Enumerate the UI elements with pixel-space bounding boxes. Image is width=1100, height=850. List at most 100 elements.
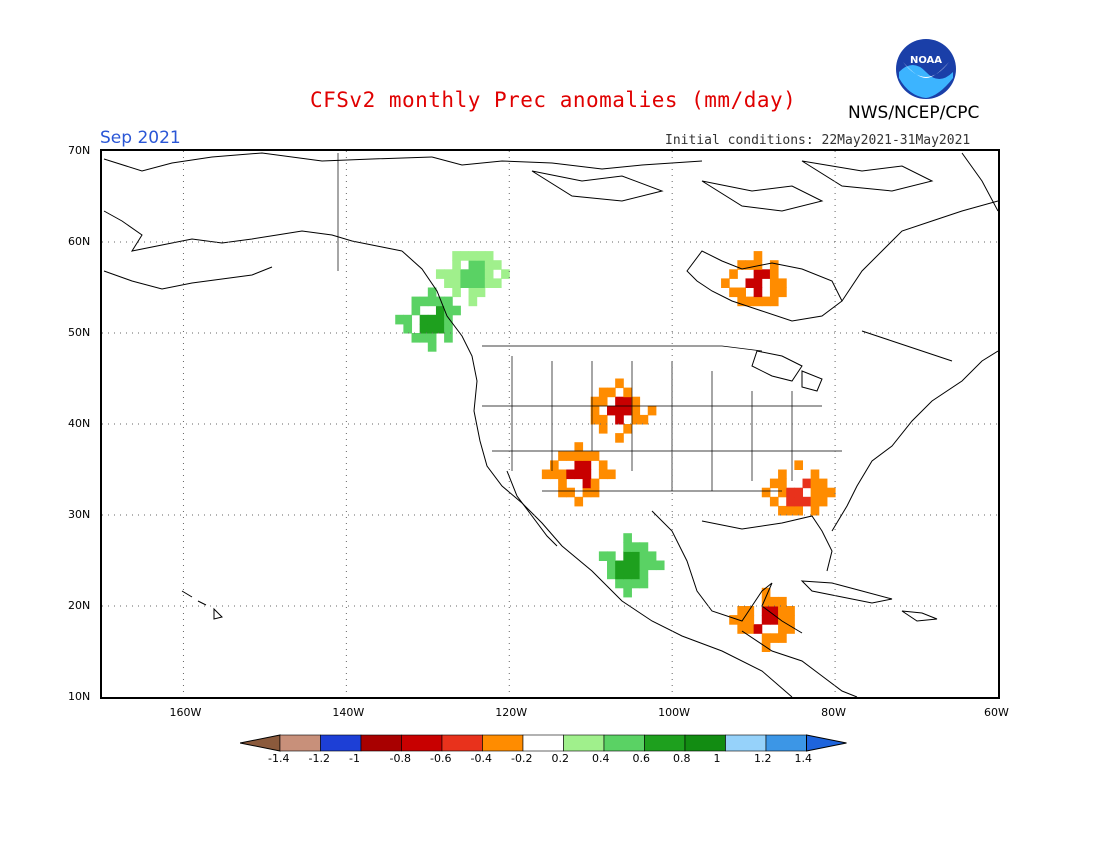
anomaly-cell xyxy=(623,542,632,552)
longitude-label: 60W xyxy=(984,706,1009,719)
colorbar-tick-label: 0.8 xyxy=(673,752,691,765)
anomaly-cell xyxy=(468,287,478,298)
latitude-label: 10N xyxy=(68,690,91,703)
anomaly-cell xyxy=(778,287,787,298)
anomaly-cell xyxy=(607,469,616,480)
colorbar xyxy=(240,734,847,752)
anomaly-cell xyxy=(476,251,486,261)
anomaly-cell xyxy=(761,487,771,498)
anomaly-cell xyxy=(444,323,453,334)
anomaly-region xyxy=(590,378,657,443)
anomaly-cell xyxy=(419,323,429,334)
anomaly-cell xyxy=(769,606,779,616)
anomaly-cell xyxy=(484,278,494,288)
anomaly-cell xyxy=(729,269,738,279)
colorbar-swatch xyxy=(279,734,321,752)
anomaly-cell xyxy=(427,296,437,307)
anomaly-cell xyxy=(647,551,657,561)
anomaly-cell xyxy=(623,424,632,434)
anomaly-cell xyxy=(435,314,445,325)
anomaly-cell xyxy=(794,496,804,507)
colorbar-swatch xyxy=(725,734,767,752)
anomaly-cell xyxy=(778,487,787,498)
anomaly-cell xyxy=(444,333,453,343)
anomaly-cell xyxy=(566,487,575,498)
anomaly-cell xyxy=(590,451,600,461)
anomaly-cell xyxy=(419,296,429,307)
anomaly-region xyxy=(729,587,795,652)
anomaly-cell xyxy=(460,251,470,261)
anomaly-cell xyxy=(745,260,755,270)
anomaly-cell xyxy=(419,333,429,343)
colorbar-tick-label: -1.2 xyxy=(308,752,330,765)
anomaly-cell xyxy=(468,269,478,279)
anomaly-cell xyxy=(761,596,771,607)
longitude-label: 140W xyxy=(332,706,365,719)
anomaly-cell xyxy=(598,387,608,398)
anomaly-cell xyxy=(615,378,624,389)
colorbar-swatch xyxy=(401,734,443,752)
anomaly-cell xyxy=(737,606,746,616)
map-title: CFSv2 monthly Prec anomalies (mm/day) xyxy=(310,88,797,112)
colorbar-tick-label: 1.4 xyxy=(794,752,813,765)
anomaly-cell xyxy=(395,314,404,325)
anomaly-cell xyxy=(598,424,608,434)
anomaly-cell xyxy=(582,487,592,498)
anomaly-cell xyxy=(778,606,787,616)
anomaly-cell xyxy=(484,251,494,261)
longitude-label: 100W xyxy=(658,706,691,719)
anomaly-cell xyxy=(403,323,413,334)
latitude-label: 60N xyxy=(68,235,91,248)
anomaly-cell xyxy=(810,496,820,507)
anomaly-cell xyxy=(737,624,746,634)
anomaly-cell xyxy=(615,405,624,416)
anomaly-cell xyxy=(452,251,461,261)
anomaly-cell xyxy=(607,560,616,571)
anomaly-cell xyxy=(769,278,779,288)
anomaly-region xyxy=(435,251,510,307)
anomaly-cell xyxy=(452,260,461,270)
anomaly-cell xyxy=(615,569,624,580)
anomaly-cell xyxy=(411,305,421,316)
anomaly-cell xyxy=(769,287,779,298)
anomaly-cell xyxy=(778,596,787,607)
anomaly-cell xyxy=(615,578,624,589)
anomaly-region xyxy=(761,460,836,516)
anomaly-cell xyxy=(582,460,592,470)
anomaly-cell xyxy=(778,278,787,288)
anomaly-cell xyxy=(737,287,746,298)
latitude-label: 20N xyxy=(68,599,91,612)
anomaly-cell xyxy=(598,414,608,425)
anomaly-cell xyxy=(631,551,641,561)
anomaly-cell xyxy=(598,469,608,480)
anomaly-cell xyxy=(492,260,502,270)
anomaly-cell xyxy=(623,551,632,561)
anomaly-cell xyxy=(802,496,812,507)
anomaly-cell xyxy=(745,615,755,625)
anomaly-cell xyxy=(761,587,771,598)
anomaly-region xyxy=(541,442,616,507)
anomaly-cell xyxy=(826,487,836,498)
anomaly-cell xyxy=(655,560,665,571)
latitude-label: 30N xyxy=(68,508,91,521)
anomaly-cell xyxy=(778,505,787,516)
anomaly-cell xyxy=(721,278,730,288)
anomaly-cell xyxy=(769,496,779,507)
agency-label: NWS/NCEP/CPC xyxy=(848,103,980,123)
colorbar-tick-label: 0.6 xyxy=(632,752,651,765)
colorbar-swatch xyxy=(320,734,362,752)
latitude-label: 50N xyxy=(68,326,91,339)
anomaly-cell xyxy=(452,305,461,316)
anomaly-cell xyxy=(460,269,470,279)
anomaly-cell xyxy=(745,624,755,634)
anomaly-cell xyxy=(818,478,828,489)
anomaly-cell xyxy=(598,396,608,407)
anomaly-cell xyxy=(631,542,641,552)
anomaly-cell xyxy=(623,387,632,398)
anomaly-cell xyxy=(753,278,763,288)
anomaly-cell xyxy=(623,569,632,580)
anomaly-cell xyxy=(623,560,632,571)
anomaly-region xyxy=(395,287,461,352)
map-canvas xyxy=(102,151,998,697)
anomaly-cell xyxy=(745,278,755,288)
